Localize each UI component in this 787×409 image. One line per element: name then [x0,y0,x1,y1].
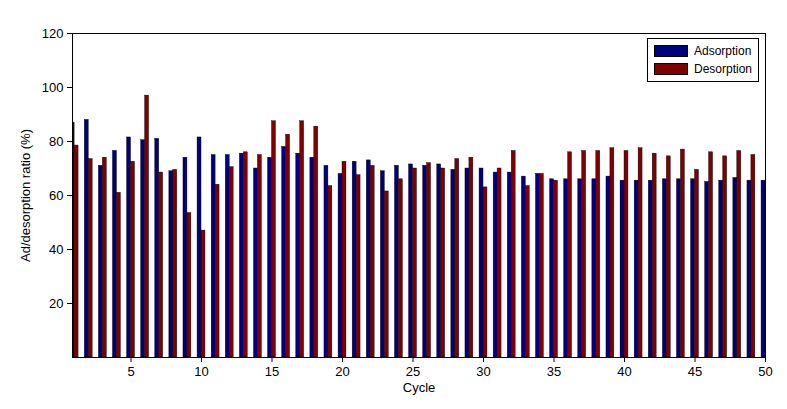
svg-text:40: 40 [49,242,63,257]
svg-text:35: 35 [547,364,561,379]
svg-text:100: 100 [42,80,64,95]
svg-text:50: 50 [758,364,772,379]
html-text:Desorption: Desorption [694,62,752,76]
html-text:Adsorption: Adsorption [694,44,752,58]
svg-text:120: 120 [42,26,64,41]
svg-text:40: 40 [617,364,631,379]
svg-text:45: 45 [688,364,702,379]
svg-text:20: 20 [335,364,349,379]
svg-text:15: 15 [265,364,279,379]
svg-text:20: 20 [49,296,63,311]
svg-text:5: 5 [127,364,134,379]
svg-text:10: 10 [194,364,208,379]
svg-text:Cycle: Cycle [403,380,436,395]
svg-text:25: 25 [406,364,420,379]
svg-text:Ad/desorption ratio (%): Ad/desorption ratio (%) [18,129,33,262]
svg-text:30: 30 [476,364,490,379]
svg-text:60: 60 [49,188,63,203]
svg-text:80: 80 [49,134,63,149]
